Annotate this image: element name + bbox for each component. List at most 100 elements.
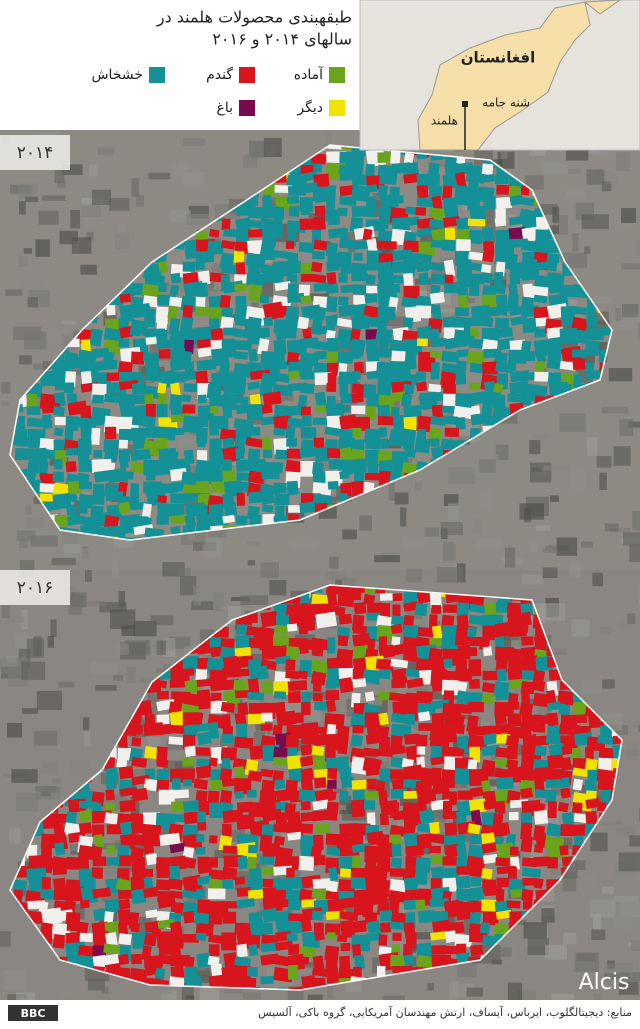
field <box>314 216 326 230</box>
field <box>340 447 353 461</box>
field <box>288 370 300 379</box>
field <box>131 822 143 835</box>
field <box>418 711 430 721</box>
field <box>157 691 169 699</box>
field <box>326 383 336 392</box>
field <box>445 930 457 943</box>
terrain <box>51 619 57 637</box>
field <box>197 283 208 297</box>
field <box>156 759 168 768</box>
field <box>301 407 311 416</box>
field <box>130 834 146 846</box>
field <box>418 272 429 284</box>
field <box>236 492 245 505</box>
field <box>119 855 131 866</box>
field <box>431 605 441 614</box>
field <box>156 516 168 525</box>
field <box>445 780 455 788</box>
field <box>327 932 336 939</box>
field <box>248 944 258 956</box>
terrain <box>557 538 578 556</box>
terrain <box>34 731 57 746</box>
field <box>106 360 117 370</box>
terrain <box>441 522 463 535</box>
field <box>483 646 492 656</box>
field <box>27 406 40 414</box>
terrain <box>22 708 38 714</box>
terrain <box>466 988 483 997</box>
year-label: ۲۰۱۶ <box>17 578 54 598</box>
terrain <box>98 148 114 156</box>
field <box>351 800 365 817</box>
terrain <box>52 778 61 783</box>
field <box>314 702 327 711</box>
terrain <box>498 947 512 957</box>
field <box>170 680 186 688</box>
field <box>445 275 454 285</box>
field <box>287 196 300 204</box>
field <box>378 747 393 757</box>
field <box>380 813 389 825</box>
field <box>131 737 141 747</box>
field <box>286 438 297 447</box>
field <box>196 889 206 898</box>
terrain <box>593 297 610 304</box>
field <box>93 802 102 811</box>
field <box>105 789 115 800</box>
terrain <box>48 636 54 648</box>
field <box>328 216 340 225</box>
terrain <box>83 717 89 730</box>
field <box>288 261 303 275</box>
field <box>274 229 283 238</box>
field <box>80 426 92 441</box>
field <box>532 680 546 692</box>
field <box>169 711 185 727</box>
field <box>120 294 132 303</box>
terrain <box>599 473 606 490</box>
field <box>287 481 299 495</box>
field <box>495 318 509 329</box>
terrain <box>621 263 640 269</box>
terrain <box>403 537 425 549</box>
field <box>534 844 543 853</box>
terrain <box>524 922 547 938</box>
field <box>393 195 404 204</box>
terrain <box>584 874 597 889</box>
terrain <box>186 214 209 225</box>
field <box>469 284 479 296</box>
field <box>535 229 549 241</box>
field <box>287 933 298 941</box>
terrain <box>541 908 554 922</box>
field <box>197 439 206 448</box>
field <box>391 844 401 856</box>
field <box>54 842 65 855</box>
field <box>79 481 92 489</box>
field <box>313 693 323 701</box>
field <box>197 689 211 701</box>
field <box>301 263 313 275</box>
field <box>237 856 249 870</box>
terrain <box>72 237 91 253</box>
terrain <box>62 320 76 324</box>
field <box>64 385 74 394</box>
field <box>116 759 127 768</box>
field <box>558 802 569 812</box>
field <box>481 868 492 879</box>
field <box>481 264 491 273</box>
terrain <box>247 541 261 545</box>
terrain <box>389 483 395 501</box>
field <box>274 493 289 505</box>
field <box>79 809 94 822</box>
field <box>119 440 128 449</box>
terrain <box>5 290 22 296</box>
brand: Alcis <box>579 970 630 995</box>
field <box>288 680 308 691</box>
field <box>534 878 544 889</box>
field <box>146 404 156 417</box>
terrain <box>35 239 50 256</box>
legend-label: دیگر <box>296 99 323 116</box>
field <box>441 239 455 251</box>
terrain <box>609 175 616 183</box>
legend-label: آماده <box>294 66 324 83</box>
field <box>299 645 309 654</box>
